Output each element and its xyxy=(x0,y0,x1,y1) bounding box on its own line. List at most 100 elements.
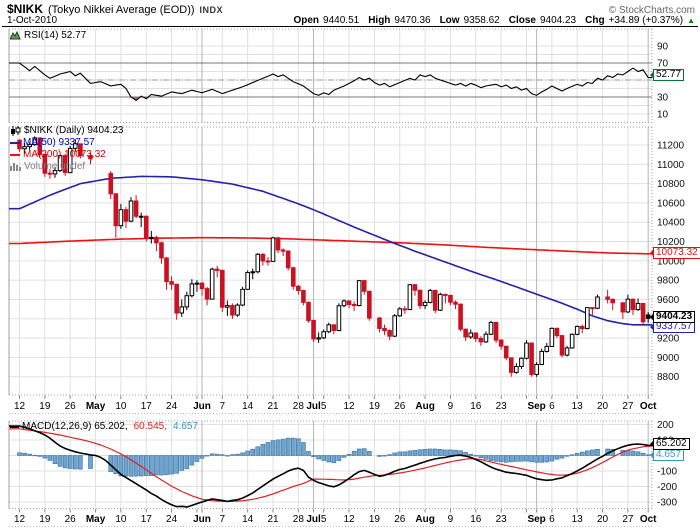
candlestick xyxy=(610,298,615,311)
macd-hist-value: 4.657 xyxy=(173,421,199,432)
svg-text:26: 26 xyxy=(394,514,406,525)
candlestick xyxy=(336,303,342,332)
svg-text:16: 16 xyxy=(470,401,482,412)
svg-text:7: 7 xyxy=(220,401,226,412)
svg-text:7: 7 xyxy=(220,514,226,525)
high-label: High xyxy=(368,15,391,26)
svg-text:10: 10 xyxy=(657,110,669,121)
candlestick xyxy=(123,206,129,229)
candlestick xyxy=(154,235,159,252)
symbol-name: (Tokyo Nikkei Average (EOD)) xyxy=(48,4,195,16)
svg-text:19: 19 xyxy=(369,401,381,412)
candlestick-icon xyxy=(10,125,21,136)
chg-value: +34.89 (+0.37%) xyxy=(608,15,684,26)
candlestick xyxy=(280,248,286,257)
candlestick xyxy=(412,284,418,296)
svg-text:Sep: Sep xyxy=(527,514,545,525)
candlestick xyxy=(194,280,200,292)
svg-text:12: 12 xyxy=(14,514,26,525)
candlestick xyxy=(32,136,38,146)
candlestick xyxy=(595,294,600,310)
candlestick xyxy=(52,167,58,178)
close-value: 9404.23 xyxy=(539,15,577,26)
candlestick xyxy=(240,286,245,307)
svg-text:90: 90 xyxy=(657,42,669,53)
macd-line-icon xyxy=(10,425,19,429)
candlestick xyxy=(519,357,524,369)
candlestick xyxy=(630,298,636,315)
candlestick xyxy=(149,230,154,244)
candlestick xyxy=(483,331,489,343)
svg-text:6: 6 xyxy=(549,401,555,412)
ma50-legend-label: MA(50) 9337.57 xyxy=(23,137,95,148)
candlestick xyxy=(118,203,124,229)
svg-text:10000: 10000 xyxy=(657,256,685,267)
candlestick xyxy=(143,215,149,242)
candlestick xyxy=(17,139,22,152)
candlestick xyxy=(478,336,484,346)
copyright-text: © StockCharts.com xyxy=(608,5,695,16)
candlestick xyxy=(42,153,48,177)
svg-text:14: 14 xyxy=(242,401,254,412)
candlestick xyxy=(534,362,539,377)
macd-value-box: 65.202 xyxy=(650,438,690,450)
candlestick xyxy=(27,142,32,150)
candlestick xyxy=(468,329,474,340)
candlestick xyxy=(199,282,205,296)
svg-text:17: 17 xyxy=(141,514,153,525)
svg-text:9: 9 xyxy=(448,401,454,412)
price-panel-grid xyxy=(8,126,653,396)
candlestick xyxy=(113,193,119,238)
svg-text:11200: 11200 xyxy=(657,141,685,152)
candlestick xyxy=(88,152,93,165)
candlestick xyxy=(579,324,585,334)
candlestick xyxy=(625,294,631,313)
svg-text:Aug: Aug xyxy=(415,514,434,525)
candlestick xyxy=(290,266,296,290)
candlestick xyxy=(270,236,276,262)
svg-text:Jun: Jun xyxy=(193,514,211,525)
candlestick xyxy=(458,303,463,332)
ma200-line xyxy=(9,236,652,255)
candlestick xyxy=(230,303,235,319)
svg-text:20: 20 xyxy=(597,401,609,412)
candlestick xyxy=(296,284,301,295)
header-divider xyxy=(2,26,698,27)
svg-text:70: 70 xyxy=(657,59,669,70)
candlestick xyxy=(179,299,185,317)
svg-text:6: 6 xyxy=(549,514,555,525)
chg-label: Chg xyxy=(585,15,605,26)
svg-text:May: May xyxy=(86,401,106,412)
svg-text:24: 24 xyxy=(166,401,178,412)
ma50-legend: MA(50) 9337.57 xyxy=(10,137,95,148)
candlestick xyxy=(184,291,190,311)
svg-text:24: 24 xyxy=(166,514,178,525)
rsi-line xyxy=(9,62,652,102)
rsi-legend-label: RSI(14) 52.77 xyxy=(24,30,87,41)
candlestick xyxy=(407,284,413,311)
rsi-value-box: 52.77 xyxy=(649,69,685,81)
svg-text:May: May xyxy=(86,514,106,525)
candlestick xyxy=(72,139,78,152)
candlestick xyxy=(204,286,210,306)
candlestick xyxy=(559,335,565,358)
macd-signal-value: 60.545, xyxy=(133,421,167,432)
date-axis-macd: 12 19 26 May 10 17 24 Jun 7 14 21 28 Jul 5 12 19 26 Aug 9 1… xyxy=(9,509,657,527)
candlestick xyxy=(260,253,266,266)
rsi-panel-grid xyxy=(8,28,653,123)
candlestick xyxy=(78,143,83,159)
candlestick xyxy=(245,270,250,290)
candlestick xyxy=(488,320,494,336)
candlestick xyxy=(164,256,169,290)
open-label: Open xyxy=(293,15,320,26)
svg-text:16: 16 xyxy=(470,514,482,525)
svg-text:20: 20 xyxy=(597,514,609,525)
svg-text:Oct: Oct xyxy=(640,514,657,525)
candlestick xyxy=(220,269,225,313)
macd-legend: MACD(12,26,9) 65.202, 60.545, 4.657 xyxy=(10,421,198,432)
candlestick xyxy=(635,298,641,312)
macd-hist-value-box: 4.657 xyxy=(649,449,685,461)
svg-text:10: 10 xyxy=(115,514,127,525)
